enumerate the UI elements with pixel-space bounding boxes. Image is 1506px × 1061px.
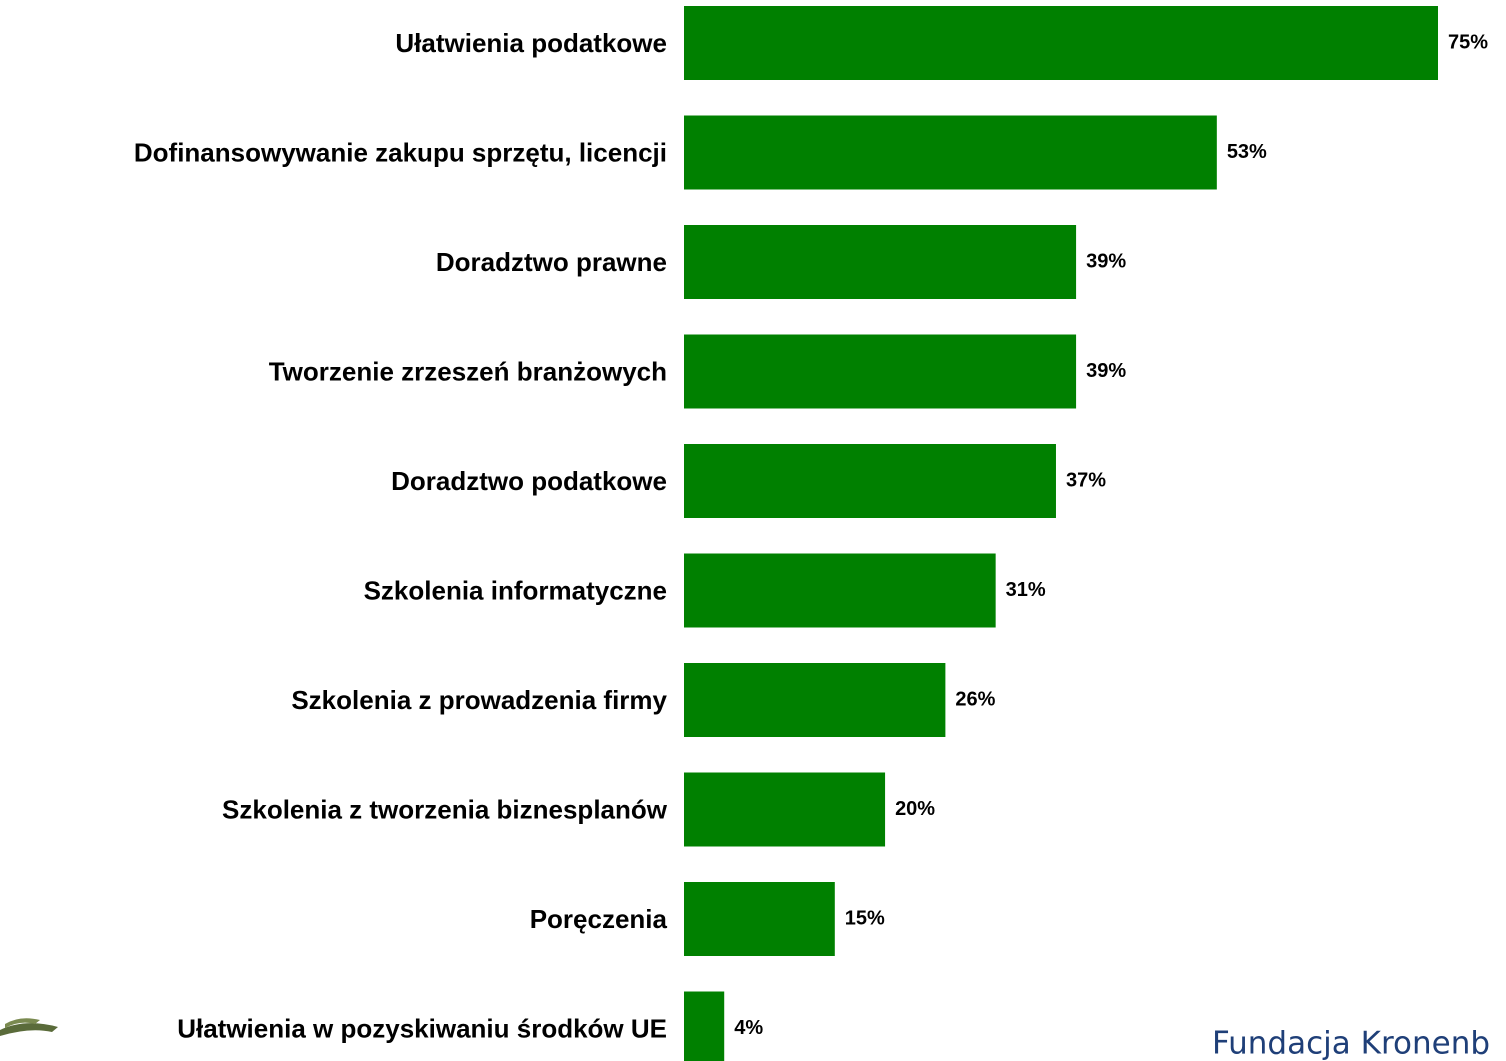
category-label: Ułatwienia w pozyskiwaniu środków UE bbox=[177, 1013, 667, 1043]
category-label: Poręczenia bbox=[530, 904, 668, 934]
category-label: Doradztwo podatkowe bbox=[391, 466, 667, 496]
value-label: 31% bbox=[1006, 579, 1046, 601]
bar bbox=[684, 991, 725, 1061]
bar bbox=[684, 444, 1056, 518]
value-label: 4% bbox=[734, 1017, 763, 1039]
category-label: Ułatwienia podatkowe bbox=[395, 28, 667, 58]
bar bbox=[684, 225, 1077, 299]
bar bbox=[684, 115, 1217, 190]
value-label: 37% bbox=[1066, 469, 1106, 491]
value-label: 26% bbox=[955, 688, 995, 710]
category-label: Doradztwo prawne bbox=[436, 247, 667, 277]
value-label: 53% bbox=[1227, 141, 1267, 163]
category-label: Szkolenia z prowadzenia firmy bbox=[291, 685, 667, 715]
value-label: 39% bbox=[1086, 360, 1126, 382]
category-label: Tworzenie zrzeszeń branżowych bbox=[269, 356, 667, 386]
value-label: 75% bbox=[1448, 31, 1488, 53]
value-label: 15% bbox=[845, 907, 885, 929]
bar bbox=[684, 334, 1077, 409]
logo-text: Fundacja Kronenb bbox=[1212, 1026, 1490, 1061]
bar bbox=[684, 6, 1438, 80]
bar bbox=[684, 553, 996, 628]
category-label: Szkolenia informatyczne bbox=[364, 575, 667, 605]
value-label: 39% bbox=[1086, 250, 1126, 272]
category-label: Dofinansowywanie zakupu sprzętu, licencj… bbox=[134, 137, 667, 167]
logo-tree bbox=[0, 1018, 58, 1036]
bar bbox=[684, 663, 946, 737]
category-label: Szkolenia z tworzenia biznesplanów bbox=[222, 794, 668, 824]
bar bbox=[684, 772, 886, 847]
value-label: 20% bbox=[895, 798, 935, 820]
bar bbox=[684, 882, 835, 956]
